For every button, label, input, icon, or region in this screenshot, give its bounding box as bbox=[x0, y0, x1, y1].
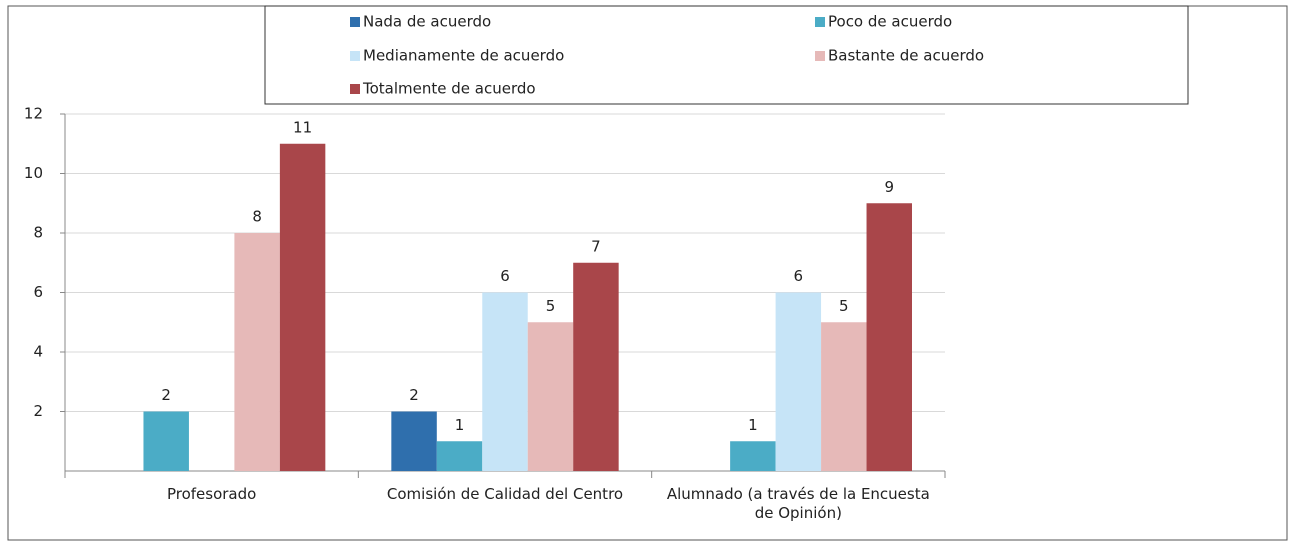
value-label: 5 bbox=[839, 297, 849, 315]
y-tick-label: 4 bbox=[33, 343, 43, 361]
legend-label: Bastante de acuerdo bbox=[828, 47, 984, 65]
value-label: 2 bbox=[161, 386, 171, 404]
bar bbox=[866, 203, 912, 471]
y-tick-label: 6 bbox=[33, 283, 43, 301]
y-tick-label: 10 bbox=[24, 164, 43, 182]
bar bbox=[391, 411, 437, 471]
value-label: 6 bbox=[500, 267, 510, 285]
legend-label: Totalmente de acuerdo bbox=[362, 80, 536, 98]
value-label: 2 bbox=[409, 386, 419, 404]
value-label: 1 bbox=[455, 416, 465, 434]
bar bbox=[821, 322, 867, 471]
y-tick-label: 8 bbox=[33, 224, 43, 242]
x-tick-label: Profesorado bbox=[166, 485, 257, 503]
value-label: 8 bbox=[252, 208, 262, 226]
value-label: 5 bbox=[546, 297, 556, 315]
bar bbox=[482, 292, 528, 471]
legend-swatch bbox=[350, 84, 360, 94]
value-label: 9 bbox=[884, 178, 894, 196]
legend-swatch bbox=[815, 51, 825, 61]
x-tick-label: Comisión de Calidad del Centro bbox=[386, 485, 624, 503]
legend-swatch bbox=[350, 17, 360, 27]
bar bbox=[527, 322, 574, 471]
bar bbox=[279, 143, 326, 471]
value-label: 11 bbox=[293, 118, 312, 136]
y-tick-label: 2 bbox=[33, 402, 43, 420]
y-tick-label: 12 bbox=[24, 105, 43, 123]
legend-swatch bbox=[350, 51, 360, 61]
value-label: 6 bbox=[794, 267, 804, 285]
legend-swatch bbox=[815, 17, 825, 27]
legend-label: Nada de acuerdo bbox=[363, 13, 491, 31]
bar bbox=[730, 441, 776, 471]
bar bbox=[143, 411, 189, 471]
legend-box bbox=[264, 5, 1189, 105]
value-label: 1 bbox=[748, 416, 758, 434]
legend-label: Poco de acuerdo bbox=[828, 13, 952, 31]
legend-label: Medianamente de acuerdo bbox=[363, 47, 564, 65]
x-tick-label: Alumnado (a través de la Encuesta de Opi… bbox=[666, 485, 930, 522]
value-label: 7 bbox=[591, 237, 601, 255]
bar bbox=[573, 262, 619, 471]
bar bbox=[775, 292, 822, 471]
bar bbox=[234, 233, 280, 471]
bar bbox=[436, 441, 483, 471]
